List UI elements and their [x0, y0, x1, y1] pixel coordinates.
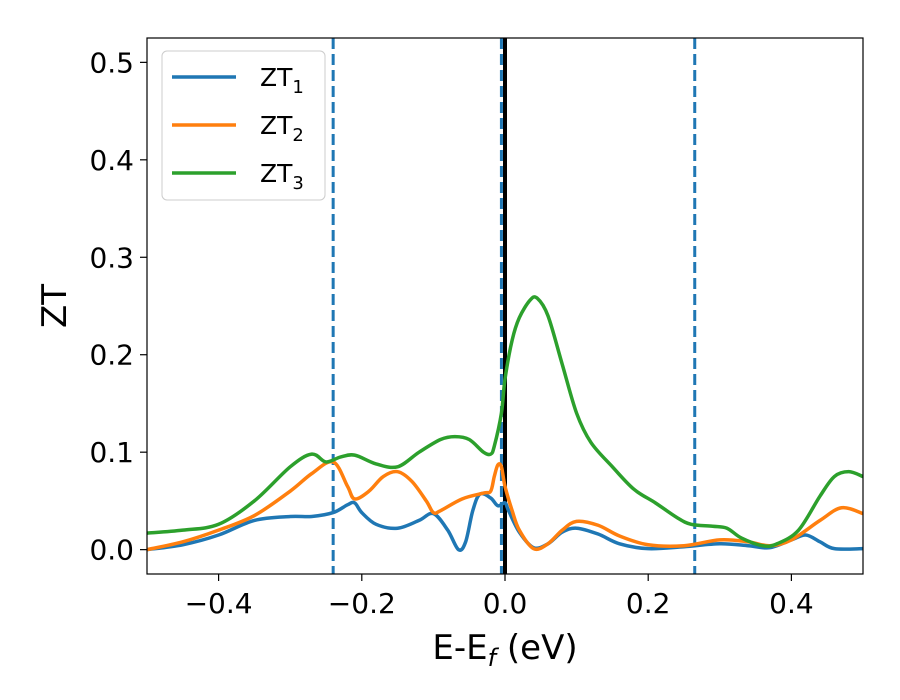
y-axis-title: ZT	[35, 284, 75, 328]
y-tick-label: 0.5	[89, 46, 134, 79]
x-tick-label: 0.0	[483, 587, 528, 620]
legend: ZT1 ZT2 ZT3	[161, 50, 326, 201]
series-lines	[147, 295, 863, 552]
x-tick-label: 0.4	[769, 587, 814, 620]
y-tick-label: 0.1	[89, 436, 134, 469]
x-axis-title-unit: (eV)	[496, 628, 578, 668]
x-tick-label: −0.4	[185, 587, 253, 620]
y-tick-label: 0.2	[89, 339, 134, 372]
x-axis: −0.4 −0.2 0.0 0.2 0.4	[185, 574, 814, 620]
legend-label-zt3: ZT3	[260, 159, 304, 194]
legend-box	[161, 50, 326, 201]
y-tick-label: 0.3	[89, 241, 134, 274]
y-tick-label: 0.0	[89, 534, 134, 567]
series-line-zt1	[147, 491, 863, 552]
series-line-zt2	[147, 459, 863, 552]
x-tick-label: 0.2	[626, 587, 671, 620]
legend-label-zt1: ZT1	[260, 63, 304, 98]
legend-label-zt2: ZT2	[260, 111, 304, 146]
x-axis-title: E-Ef (eV)	[432, 628, 577, 672]
x-tick-label: −0.2	[328, 587, 396, 620]
series-line-zt3	[147, 295, 863, 548]
y-axis: 0.0 0.1 0.2 0.3 0.4 0.5	[89, 46, 147, 567]
x-axis-title-main: E-E	[432, 628, 487, 668]
y-tick-label: 0.4	[89, 144, 134, 177]
